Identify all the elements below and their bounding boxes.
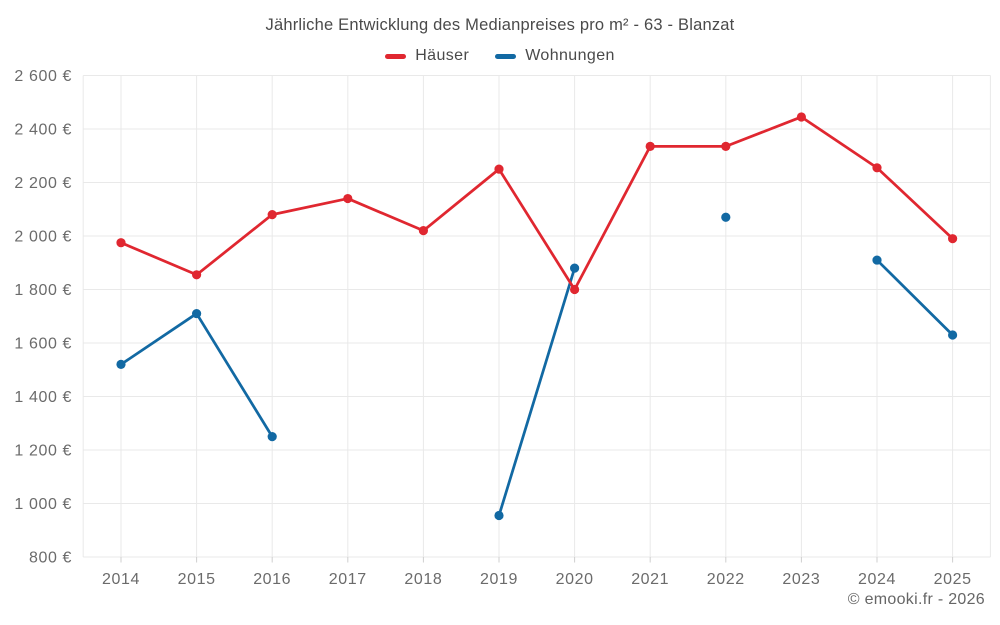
data-point-häuser-2020[interactable]: [570, 284, 580, 295]
x-axis-label: 2020: [556, 571, 594, 588]
legend-label-haeuser: Häuser: [415, 47, 470, 64]
data-point-häuser-2015[interactable]: [192, 270, 202, 280]
x-axis-label: 2017: [329, 571, 367, 588]
data-point-häuser-2023[interactable]: [796, 112, 807, 122]
x-axis-label: 2019: [480, 571, 518, 588]
copyright-footer: © emooki.fr - 2026: [847, 591, 985, 608]
data-point-wohnungen-2020[interactable]: [570, 263, 580, 273]
data-point-häuser-2018[interactable]: [418, 226, 428, 236]
data-point-häuser-2019[interactable]: [494, 164, 504, 174]
data-point-wohnungen-2025[interactable]: [948, 330, 958, 340]
y-axis-label: 2 200 €: [14, 175, 72, 192]
x-axis-label: 2021: [631, 571, 669, 588]
data-point-wohnungen-2016[interactable]: [267, 432, 277, 442]
x-axis-label: 2023: [782, 571, 820, 588]
x-axis-label: 2018: [404, 571, 442, 588]
data-point-häuser-2021[interactable]: [645, 141, 655, 151]
y-axis-label: 1 800 €: [14, 282, 72, 299]
x-axis-label: 2022: [707, 571, 745, 588]
legend-item-haeuser[interactable]: Häuser: [385, 47, 469, 65]
data-point-häuser-2016[interactable]: [267, 210, 277, 220]
y-axis-label: 1 600 €: [14, 336, 72, 353]
data-point-häuser-2024[interactable]: [872, 163, 882, 173]
data-point-häuser-2022[interactable]: [721, 141, 731, 151]
x-axis-label: 2015: [178, 571, 216, 588]
x-axis-label: 2024: [858, 571, 896, 588]
wohnungen-series-marker-icon: [495, 53, 517, 59]
data-point-wohnungen-2022[interactable]: [721, 212, 731, 222]
series-line-wohnungen: [497, 266, 576, 517]
series-line-wohnungen: [875, 258, 954, 337]
legend-label-wohnungen: Wohnungen: [525, 47, 615, 64]
y-axis-label: 2 000 €: [14, 229, 72, 246]
y-axis-label: 1 400 €: [14, 389, 72, 406]
legend: Häuser Wohnungen: [0, 47, 1000, 65]
data-point-wohnungen-2014[interactable]: [116, 359, 126, 369]
legend-item-wohnungen[interactable]: Wohnungen: [495, 47, 615, 65]
y-axis-label: 2 400 €: [14, 122, 72, 139]
haeuser-series-marker-icon: [385, 53, 407, 59]
y-axis-label: 800 €: [29, 550, 72, 567]
data-point-häuser-2017[interactable]: [343, 193, 353, 204]
data-point-häuser-2025[interactable]: [948, 234, 958, 244]
y-axis-label: 1 000 €: [14, 496, 72, 513]
x-axis-label: 2014: [102, 571, 140, 588]
data-point-wohnungen-2019[interactable]: [494, 510, 504, 521]
x-axis-label: 2016: [253, 571, 291, 588]
series-line-häuser: [119, 115, 954, 291]
data-point-häuser-2014[interactable]: [116, 238, 126, 248]
y-axis-label: 2 600 €: [14, 68, 72, 85]
data-point-wohnungen-2015[interactable]: [192, 308, 202, 319]
y-axis-label: 1 200 €: [14, 443, 72, 460]
data-point-wohnungen-2024[interactable]: [872, 255, 882, 265]
x-axis-label: 2025: [934, 571, 972, 588]
chart-title: Jährliche Entwicklung des Medianpreises …: [265, 16, 735, 34]
